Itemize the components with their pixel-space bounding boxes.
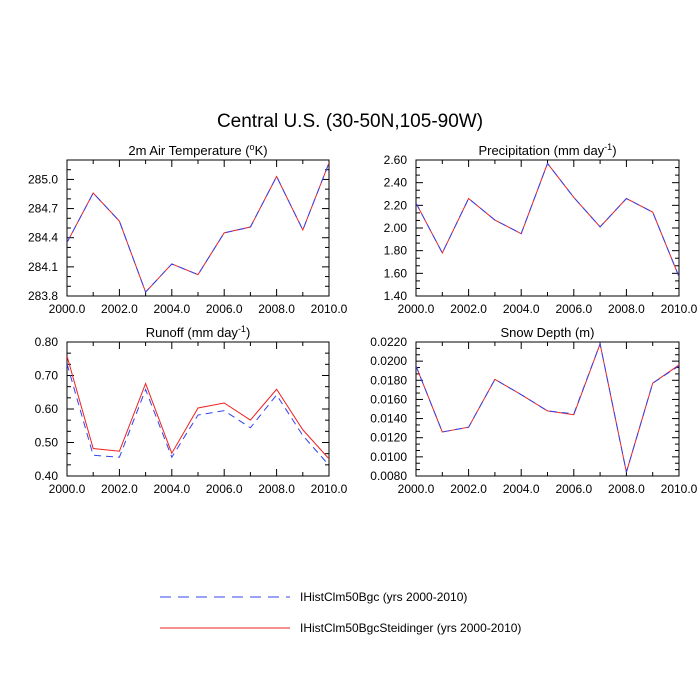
x-tick-label: 2010.0 [311,302,348,316]
panel-title-name: 2m Air Temperature ( [128,143,250,158]
y-tick-label: 284.4 [28,231,58,245]
panel-1: Precipitation (mm day-1) 2000.0 2002.0 2004… [384,142,698,316]
x-tick-label: 2000.0 [398,302,435,316]
series-line-ihistclm50bgc [67,162,329,294]
y-tick-label: 0.0220 [370,335,407,349]
y-tick-label: 0.80 [35,335,59,349]
y-tick-label: 0.0160 [370,392,407,406]
x-tick-label: 2010.0 [661,482,698,496]
y-tick-label: 0.0180 [370,373,407,387]
x-tick-label: 2004.0 [503,302,540,316]
panel-2: Runoff (mm day-1) 2000.0 2002.0 2004.0 2006.… [35,324,348,496]
panel-title-name: Snow Depth ( [501,325,580,340]
x-tick-label: 2008.0 [608,302,645,316]
x-tick-label: 2002.0 [450,482,487,496]
panel-title: Precipitation (mm day-1) [478,142,616,158]
y-tick-label: 283.8 [28,289,58,303]
series-line-ihistclm50bgc [416,162,679,277]
y-tick-label: 285.0 [28,172,58,186]
series-line-ihistclm50bgcsteidinger [67,355,329,460]
panel-title-units-sup: o [250,142,255,152]
y-tick-label: 0.50 [35,436,59,450]
y-tick-label: 0.0120 [370,431,407,445]
y-tick-label: 0.0100 [370,450,407,464]
y-tick-label: 2.00 [384,221,408,235]
panel-title-units: m [579,325,590,340]
x-tick-label: 2006.0 [555,482,592,496]
figure-title: Central U.S. (30-50N,105-90W) [217,111,483,132]
y-tick-label: 2.20 [384,198,408,212]
y-tick-label: 0.60 [35,402,59,416]
y-tick-label: 2.40 [384,176,408,190]
legend-label-1: IHistClm50BgcSteidinger (yrs 2000-2010) [300,621,521,635]
legend-label-0: IHistClm50Bgc (yrs 2000-2010) [300,590,467,604]
panel-title-units: mm day [192,325,239,340]
x-tick-label: 2002.0 [101,302,138,316]
legend: IHistClm50Bgc (yrs 2000-2010) IHistClm50B… [160,590,521,635]
panel-title-units: K [255,143,264,158]
y-tick-label: 0.0080 [370,469,407,483]
x-tick-label: 2010.0 [311,482,348,496]
panel-title: Runoff (mm day-1) [146,324,251,340]
y-tick-label: 1.60 [384,266,408,280]
panel-0: 2m Air Temperature (oK) 2000.0 2002.0 2004.… [28,142,348,316]
x-tick-label: 2004.0 [153,482,190,496]
panel-3: Snow Depth (m) 2000.0 2002.0 2004.0 2006.0 20… [370,325,697,496]
panel-title-close: ) [263,143,267,158]
y-tick-label: 2.60 [384,153,408,167]
panel-title: Snow Depth (m) [501,325,595,340]
y-tick-label: 284.1 [28,260,58,274]
x-tick-label: 2002.0 [450,302,487,316]
x-tick-label: 2000.0 [49,302,86,316]
y-tick-label: 0.0140 [370,412,407,426]
y-tick-label: 1.40 [384,289,408,303]
y-tick-label: 284.7 [28,202,58,216]
panel-title-name: Runoff ( [146,325,193,340]
panel-title-close: ) [612,143,616,158]
panel-title-close: ) [590,325,594,340]
y-tick-label: 1.80 [384,244,408,258]
x-tick-label: 2008.0 [608,482,645,496]
series-line-ihistclm50bgc [67,363,329,466]
series-line-ihistclm50bgc [416,342,679,473]
panel-title-units-sup: -1 [238,324,246,334]
x-tick-label: 2004.0 [503,482,540,496]
x-tick-label: 2010.0 [661,302,698,316]
x-tick-label: 2008.0 [258,302,295,316]
x-tick-label: 2002.0 [101,482,138,496]
x-tick-label: 2006.0 [555,302,592,316]
x-tick-label: 2000.0 [49,482,86,496]
y-tick-label: 0.70 [35,369,59,383]
y-tick-label: 0.40 [35,469,59,483]
x-tick-label: 2006.0 [206,482,243,496]
panel-title: 2m Air Temperature (oK) [128,142,267,158]
x-tick-label: 2008.0 [258,482,295,496]
panel-title-close: ) [246,325,250,340]
panel-title-units: mm day [558,143,605,158]
x-tick-label: 2006.0 [206,302,243,316]
y-tick-label: 0.0200 [370,354,407,368]
panel-title-units-sup: -1 [604,142,612,152]
panels: 2m Air Temperature (oK) 2000.0 2002.0 2004.… [28,142,698,496]
panel-title-name: Precipitation ( [478,143,558,158]
x-tick-label: 2004.0 [153,302,190,316]
x-tick-label: 2000.0 [398,482,435,496]
